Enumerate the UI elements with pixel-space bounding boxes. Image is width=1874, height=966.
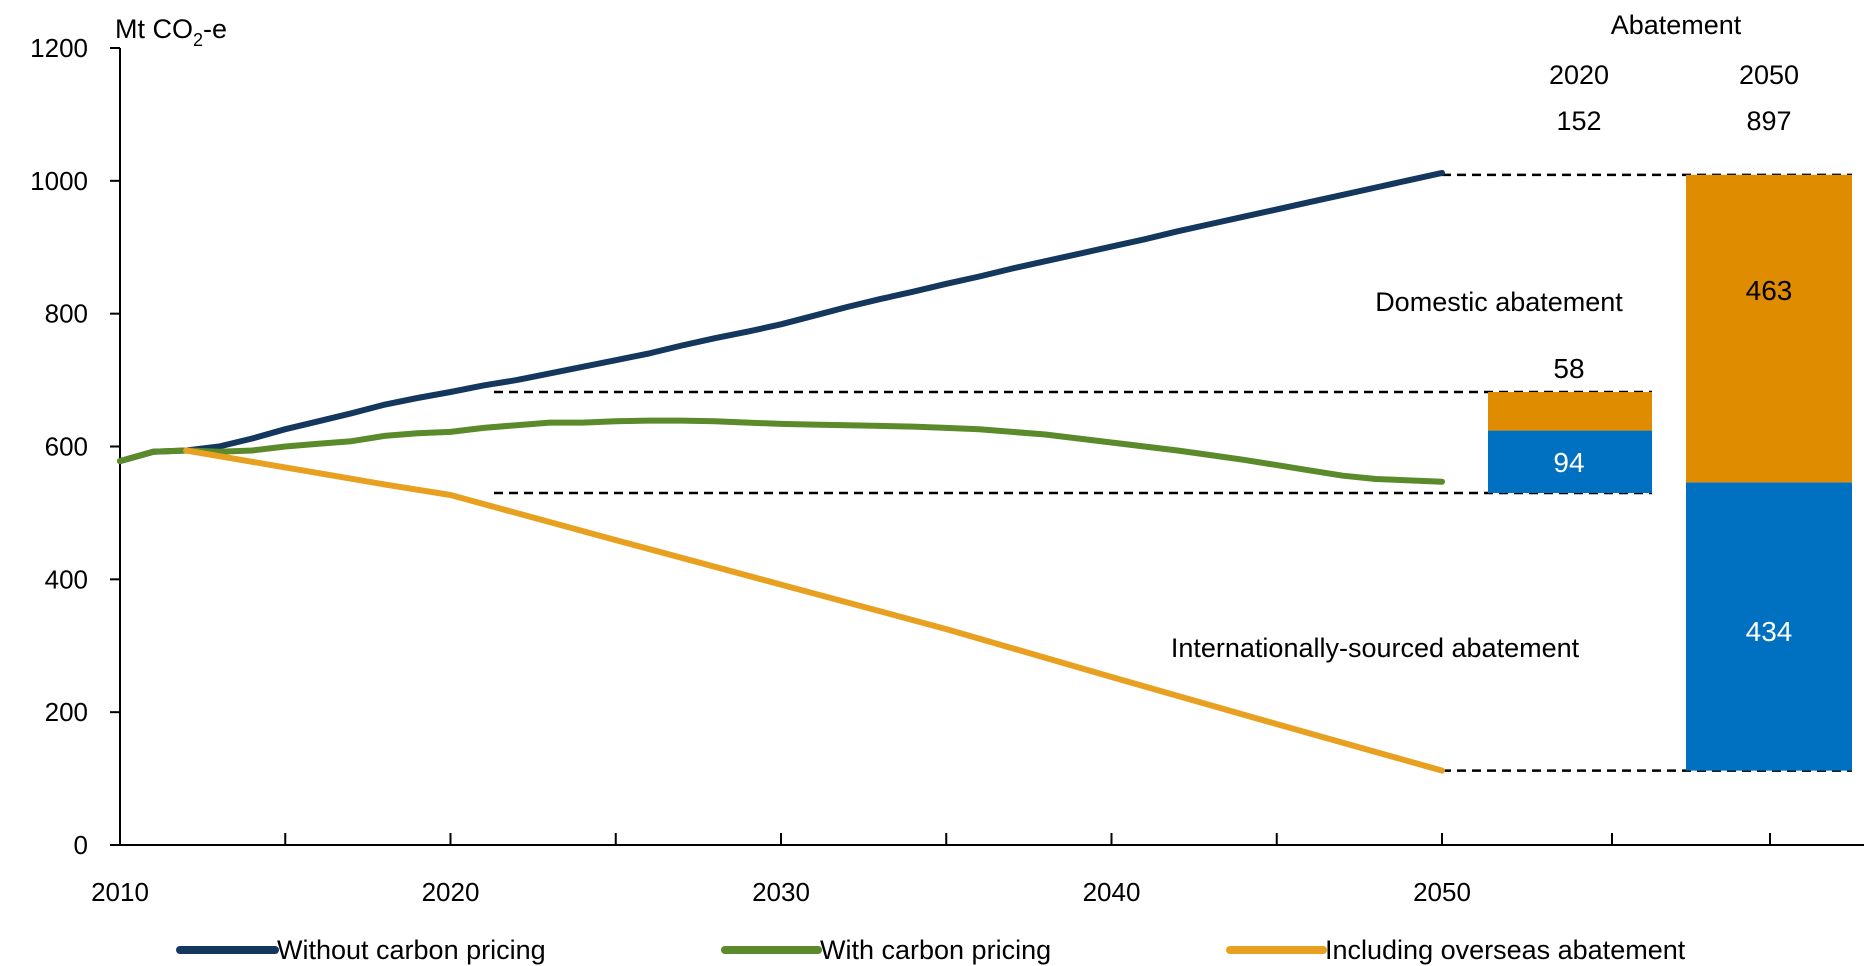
y-tick-label: 200: [45, 697, 88, 727]
series-lines: [117, 169, 1445, 774]
y-tick-label: 600: [45, 432, 88, 462]
bar-label-domestic-2050: 463: [1746, 275, 1793, 306]
domestic-abatement-label: Domestic abatement: [1375, 287, 1623, 317]
guide-lines: [494, 173, 1852, 772]
abatement-bars: 2020 152 58 94 2050 897 463 434: [1488, 60, 1852, 771]
x-tick-label: 2050: [1413, 877, 1471, 907]
bar-international-2050: [1686, 482, 1852, 771]
bar-label-domestic-2020: 58: [1553, 353, 1584, 384]
legend-label-with: With carbon pricing: [820, 935, 1051, 965]
bar-label-international-2050: 434: [1746, 616, 1793, 647]
abatement-year-2050: 2050: [1739, 60, 1799, 90]
series-line-including-overseas-abatement: [183, 447, 1445, 774]
legend: Without carbon pricing With carbon prici…: [176, 935, 1686, 965]
legend-label-overseas: Including overseas abatement: [1325, 935, 1686, 965]
y-tick-label: 1200: [30, 33, 88, 63]
y-axis-label: Mt CO2-e: [115, 14, 227, 50]
legend-label-without: Without carbon pricing: [277, 935, 546, 965]
y-tick-label: 0: [74, 830, 88, 860]
y-tick-label: 1000: [30, 166, 88, 196]
series-line-without-carbon-pricing: [117, 169, 1445, 465]
x-ticks: 2010 2020 2030 2040 2050: [91, 833, 1771, 907]
x-tick-label: 2010: [91, 877, 149, 907]
abatement-total-2020: 152: [1556, 106, 1601, 136]
y-tick-label: 400: [45, 564, 88, 594]
y-tick-label: 800: [45, 299, 88, 329]
international-abatement-label: Internationally-sourced abatement: [1171, 633, 1580, 663]
abatement-total-2050: 897: [1746, 106, 1791, 136]
bar-label-international-2020: 94: [1553, 447, 1584, 478]
abatement-header: Abatement: [1611, 10, 1742, 40]
abatement-year-2020: 2020: [1549, 60, 1609, 90]
bar-domestic-2050: [1686, 174, 1852, 483]
bar-international-2020: [1488, 430, 1652, 493]
series-line-with-carbon-pricing: [117, 417, 1445, 485]
x-tick-label: 2040: [1083, 877, 1141, 907]
y-ticks: 0 200 400 600 800 1000 1200: [30, 33, 120, 860]
x-tick-label: 2030: [752, 877, 810, 907]
x-tick-label: 2020: [422, 877, 480, 907]
bar-domestic-2020: [1488, 392, 1652, 431]
